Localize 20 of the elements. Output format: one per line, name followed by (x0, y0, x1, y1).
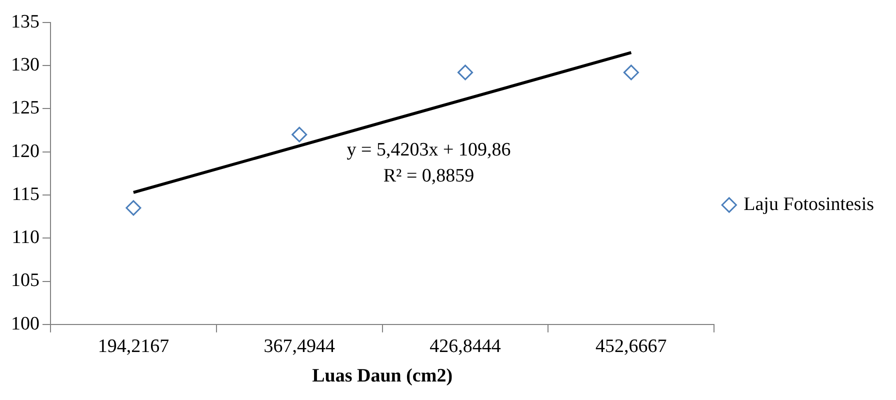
point (458, 64, 474, 80)
x-axis-title: Luas Daun (cm2) (312, 366, 453, 387)
y-tick-label: 115 (12, 184, 40, 205)
point (126, 200, 142, 216)
x-tick-label: 194,2167 (98, 336, 170, 357)
point (292, 126, 308, 142)
annotation: R² = 0,8859 (383, 165, 474, 186)
legend-label: Laju Fotosintesis (744, 194, 874, 215)
y-tick-label: 135 (11, 11, 40, 32)
y-tick-label: 120 (11, 140, 40, 162)
y-tick-label: 130 (11, 54, 40, 76)
y-tick-label: 110 (12, 227, 40, 248)
x-tick-label: 367,4944 (264, 336, 336, 357)
x-tick-label: 452,6667 (596, 336, 667, 357)
annotation: y = 5,4203x + 109,86 (346, 139, 511, 160)
y-tick-label: 105 (11, 270, 40, 292)
point (623, 64, 639, 80)
y-tick-label: 125 (11, 98, 40, 119)
y-tick-label: 100 (11, 313, 40, 334)
x-tick-label: 426,8444 (430, 336, 502, 357)
